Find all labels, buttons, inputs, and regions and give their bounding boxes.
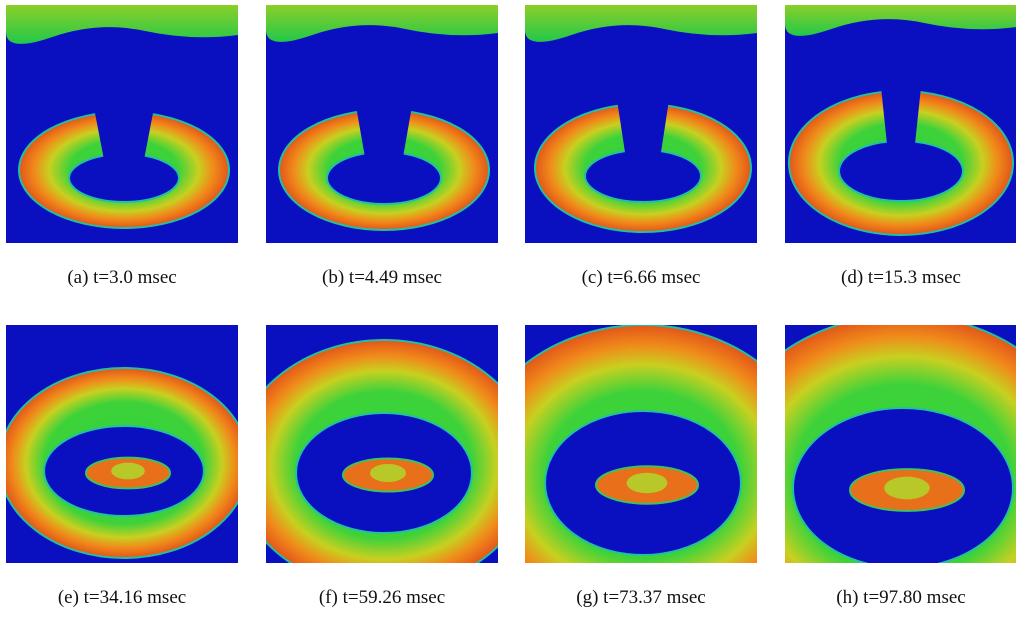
caption: (h) t=97.80 msec (836, 587, 966, 608)
simulation-image (525, 5, 757, 243)
simulation-image (266, 5, 498, 243)
simulation-image (785, 325, 1016, 563)
simulation-image (785, 5, 1016, 243)
simulation-image (6, 325, 238, 563)
caption: (a) t=3.0 msec (67, 267, 177, 288)
caption: (g) t=73.37 msec (576, 587, 706, 608)
caption: (b) t=4.49 msec (322, 267, 442, 288)
simulation-image (6, 5, 238, 243)
caption: (d) t=15.3 msec (841, 267, 961, 288)
simulation-image (525, 325, 757, 563)
caption: (f) t=59.26 msec (318, 587, 446, 608)
caption: (c) t=6.66 msec (581, 267, 701, 288)
simulation-image (266, 325, 498, 563)
caption: (e) t=34.16 msec (57, 587, 187, 608)
